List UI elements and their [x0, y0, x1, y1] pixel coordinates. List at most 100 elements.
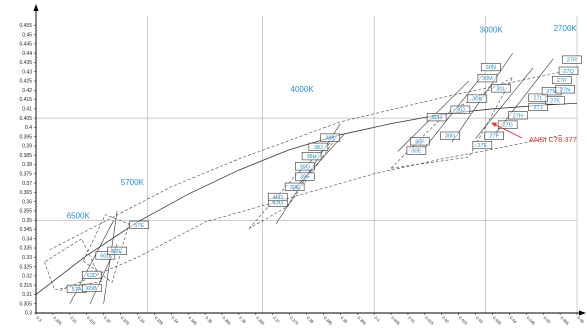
x-tick-label-15: 0.375 — [289, 315, 300, 326]
bin-box-58E — [107, 246, 127, 255]
x-tick-label-31: 0.455 — [559, 315, 570, 326]
bin-box-30H — [426, 113, 447, 122]
bin-label-30N: 30N — [486, 65, 496, 71]
bin-label-27N: 27N — [560, 87, 570, 93]
bin-box-27N — [555, 85, 575, 94]
bin-box-30L — [491, 84, 511, 93]
isotherm-4 — [292, 134, 344, 191]
bin-label-30F: 30F — [415, 139, 425, 145]
bin-box-30K — [467, 94, 488, 103]
bin-label-58E: 58E — [112, 249, 122, 255]
bin-label-27G: 27G — [502, 123, 513, 129]
x-tick-label-12: 0.36 — [238, 315, 248, 325]
x-axis-arrow — [579, 310, 586, 316]
y-tick-label-27: 0.435 — [19, 60, 32, 66]
x-tick-label-8: 0.34 — [171, 315, 181, 325]
y-tick-label-20: 0.4 — [25, 125, 32, 131]
y-tick-label-11: 0.355 — [19, 209, 32, 215]
y-tick-label-30: 0.45 — [22, 32, 32, 38]
y-tick-label-5: 0.325 — [19, 264, 32, 270]
x-tick-label-29: 0.445 — [526, 315, 537, 326]
y-tick-label-23: 0.415 — [19, 97, 32, 103]
y-tick-label-1: 0.305 — [19, 301, 32, 307]
x-tick-label-22: 0.41 — [407, 315, 417, 325]
x-tick-label-17: 0.385 — [323, 315, 334, 326]
cct-label-3000K: 3000K — [480, 26, 504, 35]
bin-box-57E — [129, 220, 149, 229]
bin-label-27R: 27R — [567, 58, 577, 64]
x-tick-label-3: 0.315 — [86, 315, 97, 326]
y-tick-label-21: 0.405 — [19, 116, 32, 122]
bin-box-27E — [472, 140, 493, 150]
y-tick-label-31: 0.455 — [19, 23, 32, 29]
x-tick-label-27: 0.435 — [492, 315, 503, 326]
bin-box-30M — [477, 74, 498, 83]
bin-label-30J: 30J — [456, 108, 465, 114]
x-tick-label-18: 0.39 — [340, 315, 350, 325]
y-tick-label-0: 0.3 — [25, 311, 32, 317]
y-tick-label-12: 0.36 — [22, 199, 32, 205]
bin-label-60D: 60D — [100, 253, 110, 259]
y-tick-label-15: 0.375 — [19, 171, 32, 177]
bin-label-30G: 30G — [445, 134, 456, 140]
y-tick-label-19: 0.395 — [19, 134, 32, 140]
bin-label-30M: 30M — [482, 76, 493, 82]
bin-label-38J: 38J — [314, 145, 323, 151]
bin-box-27L — [528, 93, 548, 102]
y-tick-label-3: 0.315 — [19, 283, 32, 289]
x-tick-label-2: 0.31 — [69, 315, 79, 325]
bin-box-65B — [81, 283, 102, 292]
x-tick-label-21: 0.405 — [390, 315, 401, 326]
bin-label-27P: 27P — [557, 78, 567, 84]
cct-label-5700K: 5700K — [121, 178, 145, 187]
y-tick-label-17: 0.385 — [19, 153, 32, 159]
x-tick-label-20: 0.4 — [373, 315, 381, 323]
bin-label-39E: 39E — [290, 185, 300, 191]
bin-label-57A: 57A — [72, 287, 82, 293]
bin-label-39G: 39G — [300, 164, 311, 170]
y-tick-label-10: 0.35 — [22, 218, 32, 224]
bin-label-40D: 40D — [273, 195, 283, 201]
x-tick-label-6: 0.33 — [137, 315, 147, 325]
x-tick-label-25: 0.425 — [458, 315, 469, 326]
bin-label-39F: 39F — [300, 175, 310, 181]
planckian-locus — [35, 102, 578, 295]
bin-box-30G — [440, 131, 461, 140]
y-tick-label-26: 0.43 — [22, 69, 32, 75]
x-tick-label-4: 0.32 — [103, 315, 113, 325]
ansi-arrow-shaft — [493, 123, 523, 139]
bin-box-27Q — [558, 66, 579, 75]
bin-label-65B: 65B — [87, 286, 97, 292]
ansi-annotation: ANSI C78.377 — [491, 122, 577, 144]
y-tick-label-14: 0.37 — [22, 181, 32, 187]
ansi-label: ANSI C78.377 — [529, 135, 577, 144]
bin-label-62D: 62D — [87, 273, 97, 279]
bin-box-30J — [450, 105, 471, 114]
bin-box-60D — [95, 251, 116, 260]
x-tick-label-5: 0.325 — [120, 315, 131, 326]
x-tick-label-24: 0.42 — [441, 315, 451, 325]
bin-label-27H: 27H — [513, 113, 523, 119]
x-tick-label-16: 0.38 — [306, 315, 316, 325]
x-tick-label-19: 0.395 — [357, 315, 368, 326]
bin-label-38K: 38K — [325, 136, 335, 142]
y-tick-label-8: 0.34 — [22, 236, 32, 242]
bin-box-27F — [484, 131, 504, 140]
bin-box-30F — [409, 137, 430, 146]
bin-box-38H — [301, 152, 322, 161]
bin-box-40D — [267, 192, 288, 202]
bin-box-27H — [508, 111, 528, 120]
x-tick-label-0: 0.3 — [35, 315, 43, 323]
ansi-quad-3 — [390, 76, 514, 169]
x-tick-label-7: 0.335 — [154, 315, 165, 326]
y-tick-label-16: 0.38 — [22, 162, 32, 168]
bin-box-27P — [551, 75, 572, 85]
bin-label-27Q: 27Q — [563, 69, 574, 75]
x-tick-label-26: 0.43 — [475, 315, 485, 325]
bin-label-30K: 30K — [472, 97, 482, 103]
cct-label-2700K: 2700K — [554, 24, 578, 33]
bin-label-27M: 27M — [546, 89, 557, 95]
y-tick-label-28: 0.44 — [22, 51, 32, 57]
bin-box-39E — [284, 182, 305, 191]
